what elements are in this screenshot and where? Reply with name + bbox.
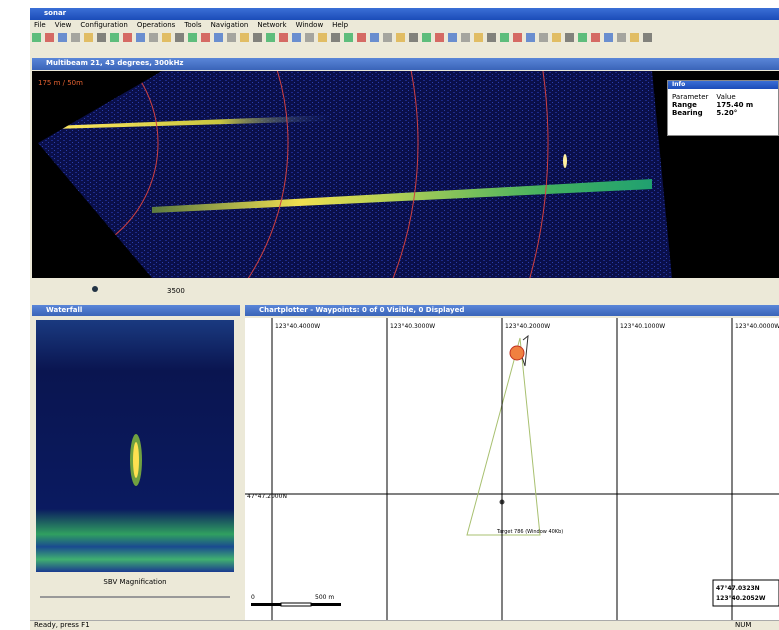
tool-button[interactable]: [227, 33, 236, 42]
info-cell: Bearing: [668, 109, 712, 117]
tool-button[interactable]: [513, 33, 522, 42]
tool-button[interactable]: [279, 33, 288, 42]
tool-button[interactable]: [110, 33, 119, 42]
toolbar: [32, 32, 777, 44]
tool-button[interactable]: [162, 33, 171, 42]
menu-item[interactable]: File: [34, 21, 46, 29]
tool-button[interactable]: [435, 33, 444, 42]
tool-button[interactable]: [136, 33, 145, 42]
tool-button[interactable]: [292, 33, 301, 42]
cursor-coord: 47°47.0323N: [716, 585, 760, 592]
waterfall-label: SBV Magnification: [36, 578, 234, 586]
tool-button[interactable]: [188, 33, 197, 42]
info-title: Info: [668, 81, 778, 89]
lat-label: 47°47.2000N: [247, 493, 287, 500]
menu-item[interactable]: Network: [257, 21, 286, 29]
status-left: Ready, press F1: [34, 621, 90, 629]
tool-button[interactable]: [396, 33, 405, 42]
tool-button[interactable]: [331, 33, 340, 42]
tool-button[interactable]: [370, 33, 379, 42]
menu-item[interactable]: Window: [296, 21, 324, 29]
tool-button[interactable]: [474, 33, 483, 42]
waterfall-slider[interactable]: [40, 596, 230, 598]
menu-item[interactable]: Tools: [184, 21, 201, 29]
tool-button[interactable]: [123, 33, 132, 42]
tool-button[interactable]: [409, 33, 418, 42]
tool-button[interactable]: [97, 33, 106, 42]
tool-button[interactable]: [45, 33, 54, 42]
tool-button[interactable]: [565, 33, 574, 42]
cursor-coord: 123°40.2052W: [716, 595, 766, 602]
info-cell: 5.20°: [712, 109, 757, 117]
menu-item[interactable]: Configuration: [80, 21, 127, 29]
tool-button[interactable]: [240, 33, 249, 42]
page: sonar File View Configuration Operations Too…: [0, 0, 779, 629]
info-header-cell: Parameter: [668, 93, 712, 101]
tool-button[interactable]: [32, 33, 41, 42]
menu-bar: File View Configuration Operations Tools Navi…: [34, 21, 357, 30]
lon-label: 123°40.0000W: [735, 323, 779, 330]
tool-button[interactable]: [422, 33, 431, 42]
tool-button[interactable]: [214, 33, 223, 42]
sonar-controls: 3500: [32, 280, 777, 300]
menu-item[interactable]: Navigation: [211, 21, 249, 29]
tool-button[interactable]: [201, 33, 210, 42]
tool-button[interactable]: [461, 33, 470, 42]
lon-label: 123°40.4000W: [275, 323, 320, 330]
tool-button[interactable]: [552, 33, 561, 42]
tool-button[interactable]: [617, 33, 626, 42]
chart-view: 123°40.4000W 123°40.3000W 123°40.2000W 123°…: [245, 318, 779, 620]
tool-button[interactable]: [630, 33, 639, 42]
tool-button[interactable]: [448, 33, 457, 42]
tool-button[interactable]: [305, 33, 314, 42]
lon-label: 123°40.1000W: [620, 323, 665, 330]
scale-label: 0: [251, 594, 255, 601]
tool-button[interactable]: [357, 33, 366, 42]
waterfall-view: [36, 320, 234, 572]
tool-button[interactable]: [604, 33, 613, 42]
tool-button[interactable]: [591, 33, 600, 42]
lon-label: 123°40.3000W: [390, 323, 435, 330]
tool-button[interactable]: [253, 33, 262, 42]
tool-button[interactable]: [84, 33, 93, 42]
app-title: sonar: [30, 8, 779, 20]
info-header-cell: Value: [712, 93, 757, 101]
scale-label: 500 m: [315, 594, 334, 601]
tool-button[interactable]: [500, 33, 509, 42]
chart-title: Chartplotter - Waypoints: 0 of 0 Visible…: [245, 305, 779, 316]
control-knob[interactable]: [92, 286, 98, 292]
info-cell: Range: [668, 101, 712, 109]
menu-item[interactable]: Operations: [137, 21, 175, 29]
menu-item[interactable]: View: [55, 21, 72, 29]
sonar-title: Multibeam 21, 43 degrees, 300kHz: [32, 58, 779, 70]
tool-button[interactable]: [266, 33, 275, 42]
tool-button[interactable]: [643, 33, 652, 42]
menu-item[interactable]: Help: [332, 21, 348, 29]
tool-button[interactable]: [487, 33, 496, 42]
info-cell: 175.40 m: [712, 101, 757, 109]
tool-button[interactable]: [71, 33, 80, 42]
tool-button[interactable]: [149, 33, 158, 42]
waterfall-title: Waterfall: [32, 305, 240, 316]
gain-value: 3500: [167, 287, 185, 295]
lon-label: 123°40.2000W: [505, 323, 550, 330]
tool-button[interactable]: [383, 33, 392, 42]
tool-button[interactable]: [578, 33, 587, 42]
range-label: 175 m / 50m: [38, 79, 83, 87]
tool-button[interactable]: [526, 33, 535, 42]
target-label: Target 786 (Window 40Kb): [496, 529, 563, 535]
tool-button[interactable]: [344, 33, 353, 42]
tool-button[interactable]: [318, 33, 327, 42]
status-right: NUM: [735, 621, 751, 629]
tool-button[interactable]: [58, 33, 67, 42]
tool-button[interactable]: [175, 33, 184, 42]
tool-button[interactable]: [539, 33, 548, 42]
